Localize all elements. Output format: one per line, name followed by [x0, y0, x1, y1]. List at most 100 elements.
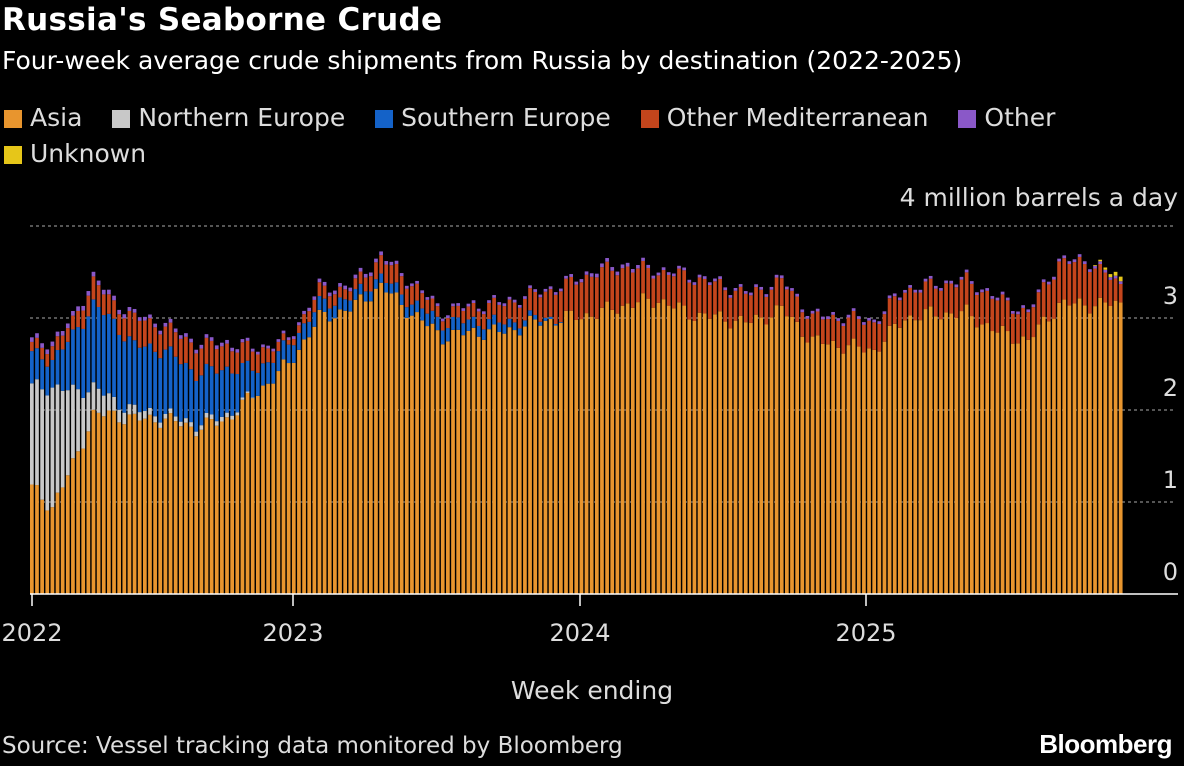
- x-tick-label: 2024: [549, 619, 610, 647]
- bar-segment: [656, 302, 661, 594]
- bar-segment: [214, 425, 219, 594]
- bar-segment: [615, 271, 620, 276]
- bar-segment: [209, 337, 214, 341]
- bar-segment: [1098, 264, 1103, 298]
- bar-segment: [281, 359, 286, 594]
- bar-segment: [266, 348, 270, 363]
- bar-segment: [867, 320, 871, 349]
- bar-segment: [363, 277, 368, 292]
- bar-segment: [738, 315, 743, 594]
- bar-segment: [1036, 292, 1041, 325]
- bar-segment: [892, 323, 897, 594]
- bar-segment: [718, 279, 722, 312]
- bar-segment: [754, 314, 758, 594]
- bar-segment: [1046, 281, 1051, 285]
- bar-segment: [394, 292, 399, 594]
- bar-segment: [769, 289, 774, 318]
- bar-segment: [502, 324, 507, 334]
- bar-segment: [810, 336, 815, 594]
- legend-swatch: [958, 110, 977, 128]
- bar-segment: [543, 288, 548, 292]
- bar-segment: [805, 316, 810, 319]
- bar-segment: [605, 261, 609, 302]
- bar-segment: [831, 314, 835, 341]
- bar-segment: [764, 294, 769, 297]
- bar-segment: [795, 293, 799, 297]
- bar-segment: [163, 322, 168, 327]
- bar-segment: [451, 329, 455, 594]
- bar-segment: [487, 302, 491, 320]
- bar-segment: [199, 429, 204, 594]
- bar-segment: [769, 317, 774, 594]
- bar-segment: [800, 336, 805, 594]
- bar-segment: [60, 331, 65, 336]
- bar-segment: [836, 347, 841, 594]
- bar-segment: [173, 332, 178, 357]
- bar-segment: [394, 263, 399, 283]
- bar-segment: [148, 407, 152, 415]
- bar-segment: [528, 288, 532, 311]
- bar-segment: [184, 333, 188, 337]
- bar-segment: [569, 274, 573, 277]
- bar-segment: [887, 295, 892, 299]
- bar-segment: [512, 302, 517, 323]
- bar-segment: [399, 294, 404, 305]
- bar-segment: [723, 290, 728, 322]
- bar-segment: [1113, 271, 1118, 276]
- bar-segment: [743, 322, 748, 594]
- bar-segment: [399, 273, 404, 277]
- bar-segment: [523, 326, 527, 594]
- bar-segment: [399, 276, 404, 295]
- bar-segment: [137, 320, 142, 348]
- bar-segment: [189, 338, 193, 343]
- legend-label: Northern Europe: [138, 103, 346, 132]
- bar-segment: [964, 304, 969, 594]
- bar-segment: [630, 269, 635, 273]
- bar-segment: [65, 323, 70, 329]
- bar-segment: [605, 258, 609, 262]
- bar-segment: [646, 267, 651, 299]
- bar-segment: [964, 269, 969, 273]
- bar-segment: [1011, 343, 1015, 594]
- bar-segment: [507, 327, 512, 594]
- bar-segment: [30, 351, 34, 384]
- bar-segment: [1113, 275, 1118, 279]
- bar-segment: [230, 415, 235, 420]
- bar-segment: [646, 264, 651, 268]
- bar-segment: [528, 285, 532, 289]
- bar-segment: [476, 308, 481, 312]
- bar-segment: [148, 314, 152, 319]
- bar-segment: [117, 334, 122, 410]
- bar-segment: [553, 292, 558, 295]
- bar-segment: [687, 279, 692, 283]
- bar-segment: [132, 413, 137, 594]
- bar-segment: [785, 289, 789, 317]
- bar-segment: [199, 425, 204, 430]
- bar-segment: [30, 484, 34, 594]
- bar-segment: [481, 329, 486, 340]
- bar-segment: [877, 321, 882, 324]
- bar-segment: [841, 323, 846, 327]
- bar-segment: [338, 283, 342, 287]
- bar-segment: [30, 337, 34, 342]
- legend-swatch: [375, 110, 394, 128]
- bar-segment: [148, 343, 152, 408]
- bar-segment: [461, 308, 466, 311]
- bar-segment: [856, 316, 861, 319]
- bar-segment: [178, 338, 183, 365]
- chart-title: Russia's Seaborne Crude: [2, 2, 443, 38]
- bar-segment: [297, 332, 301, 350]
- bar-segment: [209, 414, 214, 420]
- bar-segment: [327, 308, 332, 322]
- bar-segment: [646, 298, 651, 594]
- bar-segment: [1072, 259, 1077, 263]
- bar-segment: [194, 353, 199, 382]
- bar-segment: [692, 282, 697, 285]
- bar-segment: [882, 341, 887, 594]
- bar-segment: [908, 315, 912, 594]
- bar-segment: [214, 349, 219, 374]
- bar-segment: [333, 290, 337, 295]
- bar-segment: [666, 274, 671, 306]
- bar-segment: [918, 292, 923, 321]
- bar-segment: [153, 327, 157, 352]
